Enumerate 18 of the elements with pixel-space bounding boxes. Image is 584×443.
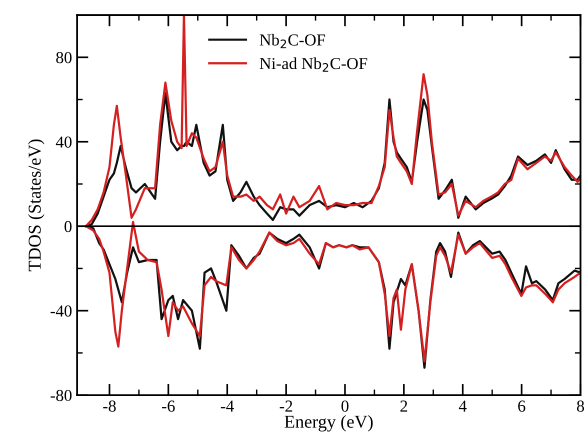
x-tick-label: 4 — [458, 400, 467, 412]
y-tick-label: 80 — [56, 52, 72, 64]
x-tick-label: 2 — [400, 400, 408, 412]
x-tick-label: 0 — [341, 400, 349, 412]
x-tick-label: -8 — [103, 400, 116, 412]
x-tick-label: -6 — [162, 400, 175, 412]
x-tick-label: 8 — [576, 400, 584, 412]
x-axis-title: Energy (eV) — [284, 415, 373, 432]
x-tick-label: -2 — [280, 400, 292, 412]
y-tick-label: -40 — [50, 305, 72, 317]
legend-label: Ni-ad Nb$_{2}$C-OF — [260, 57, 368, 72]
y-tick-label: -80 — [50, 390, 72, 402]
x-tick-label: 6 — [518, 400, 526, 412]
legend-label: Nb$_{2}$C-OF — [260, 34, 326, 48]
y-axis-title: TDOS (States/eV) — [28, 139, 44, 272]
y-tick-label: 40 — [56, 136, 72, 148]
y-tick-label: 0 — [64, 220, 72, 232]
x-tick-label: -4 — [220, 400, 234, 412]
